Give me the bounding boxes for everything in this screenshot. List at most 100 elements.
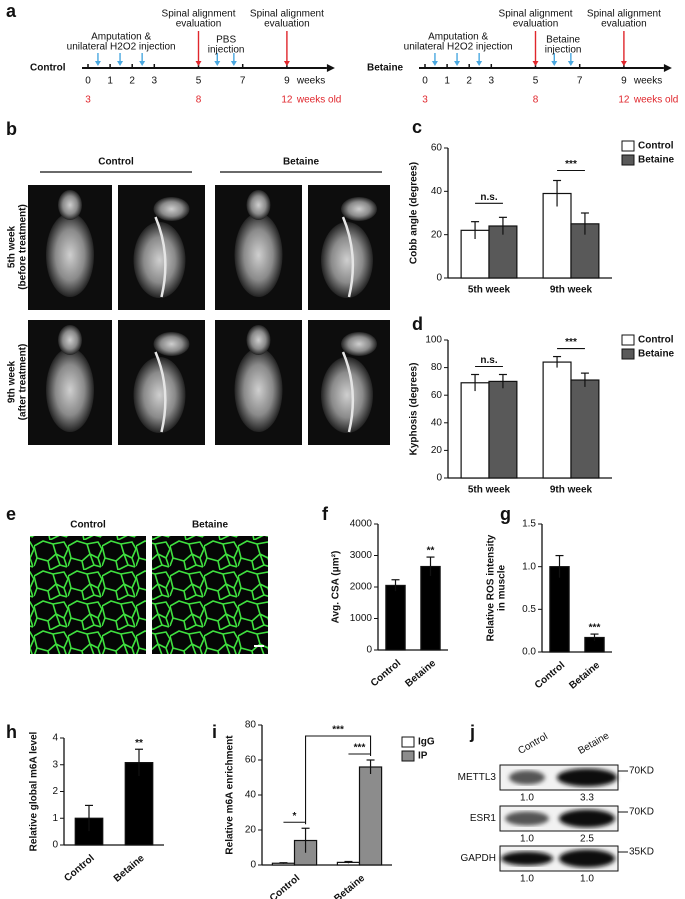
y-tick-label: 2000 — [350, 582, 373, 593]
lane-label: Control — [516, 731, 549, 757]
panel-label: d — [412, 314, 423, 334]
timeline-arrowhead — [663, 64, 672, 72]
xray-spine — [341, 351, 355, 433]
significance-bracket — [305, 735, 372, 825]
x-tick-label: Betaine — [403, 658, 438, 690]
y-axis-label: Avg. CSA (μm²) — [331, 551, 342, 624]
blot-band — [509, 770, 545, 785]
xray-body — [46, 213, 94, 297]
treatment-label: injection — [208, 45, 245, 56]
legend-swatch — [621, 140, 635, 152]
blot-band — [505, 811, 549, 826]
arrow-head — [283, 61, 290, 66]
legend-swatch — [621, 348, 635, 360]
xray-body — [234, 348, 283, 432]
row-label: (after treatment) — [18, 344, 29, 421]
arrow-head — [476, 61, 483, 66]
lane-label: Betaine — [576, 730, 611, 757]
xray-body — [133, 357, 186, 433]
size-label: 70KD — [629, 766, 654, 777]
age-label: 3 — [422, 95, 428, 106]
size-label: 70KD — [629, 807, 654, 818]
blot-band — [559, 809, 615, 828]
age-label: 12 — [281, 95, 293, 106]
bar — [570, 379, 600, 479]
y-tick-label: 80 — [245, 720, 257, 731]
arrow-head — [454, 61, 461, 66]
xray-head — [153, 197, 190, 221]
panel-label: a — [6, 1, 17, 21]
y-tick-label: 60 — [431, 390, 443, 401]
evaluation-label: evaluation — [513, 19, 559, 30]
level-label: 3.3 — [580, 793, 594, 804]
level-label: 2.5 — [580, 834, 594, 845]
age-label: 3 — [85, 95, 91, 106]
week-label: 5 — [533, 76, 539, 87]
legend-label: IgG — [418, 737, 435, 748]
significance-label: *** — [565, 159, 577, 170]
week-label: 1 — [444, 76, 450, 87]
evaluation-label: evaluation — [601, 19, 647, 30]
age-unit: weeks old — [633, 95, 678, 106]
week-label: 9 — [621, 76, 627, 87]
bar — [488, 380, 518, 479]
arrow-head — [195, 61, 202, 66]
y-tick-label: 20 — [431, 445, 443, 456]
y-tick-label: 1.0 — [522, 561, 536, 572]
xray-body — [321, 222, 373, 298]
level-label: 1.0 — [520, 874, 534, 885]
protein-label: ESR1 — [470, 813, 497, 824]
blot-band — [501, 851, 553, 866]
xray-head — [246, 190, 271, 220]
xray-head — [341, 197, 377, 221]
blot-band — [557, 768, 617, 787]
amputation-label: unilateral H2O2 injection — [404, 42, 513, 53]
arrow-head — [230, 61, 237, 66]
xray-head — [58, 190, 82, 220]
legend-swatch — [621, 154, 635, 166]
arrow-head — [532, 61, 539, 66]
x-tick-label: Betaine — [567, 660, 602, 692]
x-tick-label: 5th week — [468, 285, 511, 296]
x-tick-label: Control — [62, 853, 96, 884]
age-label: 12 — [618, 95, 630, 106]
column-header: Control — [70, 520, 106, 531]
panel-label: c — [412, 117, 422, 137]
xray-head — [58, 325, 82, 355]
evaluation-label: evaluation — [176, 19, 222, 30]
legend-swatch — [621, 334, 635, 346]
panel-label: e — [6, 504, 16, 524]
y-tick-label: 60 — [245, 755, 257, 766]
week-label: 7 — [577, 76, 583, 87]
week-label: 5 — [196, 76, 202, 87]
significance-label: *** — [589, 623, 601, 634]
bar — [542, 361, 572, 479]
x-tick-label: Control — [369, 658, 403, 689]
y-tick-label: 4 — [52, 733, 58, 744]
x-tick-label: Control — [533, 660, 567, 691]
significance-label: n.s. — [480, 192, 497, 203]
significance-label: ** — [135, 738, 143, 749]
fluorescence-image — [30, 536, 146, 654]
arrow-head — [551, 61, 558, 66]
significance-label: ** — [427, 546, 435, 557]
significance-label: n.s. — [480, 355, 497, 366]
xray-head — [153, 332, 190, 356]
y-tick-label: 40 — [245, 790, 257, 801]
row-label: 5th week — [7, 225, 18, 268]
significance-label: *** — [565, 337, 577, 348]
week-unit: weeks — [633, 76, 662, 87]
y-tick-label: 40 — [431, 186, 443, 197]
week-label: 0 — [422, 76, 428, 87]
panel-label: g — [500, 504, 511, 524]
xray-spine — [154, 216, 167, 298]
xray-body — [234, 213, 283, 297]
protein-label: GAPDH — [460, 853, 496, 864]
group-label: Control — [30, 63, 66, 74]
y-axis-label: Relative m6A enrichment — [225, 735, 236, 855]
y-tick-label: 1000 — [350, 613, 373, 624]
y-axis-label: Relative global m6A level — [29, 731, 40, 851]
y-tick-label: 60 — [431, 143, 443, 154]
y-axis-label: Kyphosis (degrees) — [409, 363, 420, 456]
panel-label: b — [6, 119, 17, 139]
